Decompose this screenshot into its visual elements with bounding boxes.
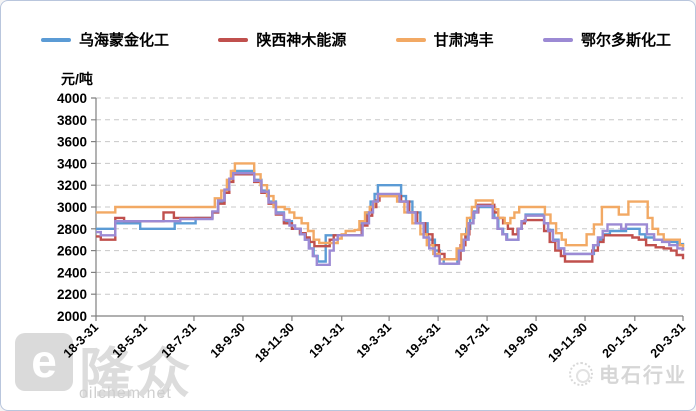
y-axis-unit-label: 元/吨: [61, 71, 93, 87]
y-tick-label-2600: 2600: [57, 244, 87, 259]
y-tick-label-4000: 4000: [57, 91, 87, 106]
legend-item-1: 陕西神木能源: [218, 29, 346, 50]
y-tick-label-3800: 3800: [57, 113, 87, 128]
legend-item-3: 鄂尔多斯化工: [542, 29, 671, 50]
x-tick-label-19-3-31: 19-3-31: [354, 320, 394, 360]
x-tick-label-18-9-30: 18-9-30: [208, 320, 248, 360]
y-tick-label-2800: 2800: [57, 222, 87, 237]
chart-legend: 乌海蒙金化工 陕西神木能源 甘肃鸿丰 鄂尔多斯化工: [41, 29, 671, 50]
legend-label: 陕西神木能源: [256, 32, 347, 49]
series-line-2-甘肃鸿丰: [96, 162, 685, 261]
legend-item-0: 乌海蒙金化工: [41, 29, 169, 50]
x-tick-label-20-3-31: 20-3-31: [648, 320, 688, 360]
legend-line-swatch: [395, 37, 426, 42]
oilchem-logo-icon: e: [15, 333, 73, 391]
x-tick-label-18-7-31: 18-7-31: [159, 320, 199, 360]
series-line-3-鄂尔多斯化工: [96, 172, 685, 266]
y-tick-label-2400: 2400: [57, 265, 87, 280]
wechat-account-icon: [569, 361, 593, 386]
oilchem-site-text: oilchem.net: [79, 385, 172, 402]
x-tick-label-19-1-31: 19-1-31: [306, 320, 346, 360]
legend-label: 甘肃鸿丰: [433, 32, 494, 49]
legend-label: 鄂尔多斯化工: [580, 32, 671, 49]
dianshi-watermark-text: 电石行业: [599, 365, 687, 387]
y-tick-label-3400: 3400: [57, 156, 87, 171]
series-line-1-陕西神木能源: [96, 173, 685, 263]
legend-line-swatch: [542, 37, 573, 42]
x-tick-label-19-5-31: 19-5-31: [403, 320, 443, 360]
x-tick-label-19-7-31: 19-7-31: [452, 320, 492, 360]
x-tick-label-19-9-30: 19-9-30: [501, 320, 541, 360]
y-tick-label-2000: 2000: [57, 309, 87, 324]
x-tick-label-18-5-31: 18-5-31: [110, 320, 150, 360]
y-tick-label-3200: 3200: [57, 178, 87, 193]
dianshi-watermark: 电石行业: [569, 359, 687, 388]
x-tick-label-18-3-31: 18-3-31: [61, 320, 101, 360]
x-tick-label-20-1-31: 20-1-31: [600, 320, 640, 360]
y-tick-label-3000: 3000: [57, 200, 87, 215]
x-tick-label-18-11-30: 18-11-30: [252, 320, 297, 365]
y-tick-label-2200: 2200: [57, 287, 87, 302]
oilchem-brand-text: 隆众: [79, 344, 193, 404]
legend-line-swatch: [218, 37, 249, 42]
legend-item-2: 甘肃鸿丰: [395, 29, 494, 50]
y-tick-label-3600: 3600: [57, 135, 87, 150]
legend-line-swatch: [41, 37, 71, 42]
x-tick-label-19-11-30: 19-11-30: [545, 320, 590, 365]
legend-label: 乌海蒙金化工: [79, 32, 170, 49]
